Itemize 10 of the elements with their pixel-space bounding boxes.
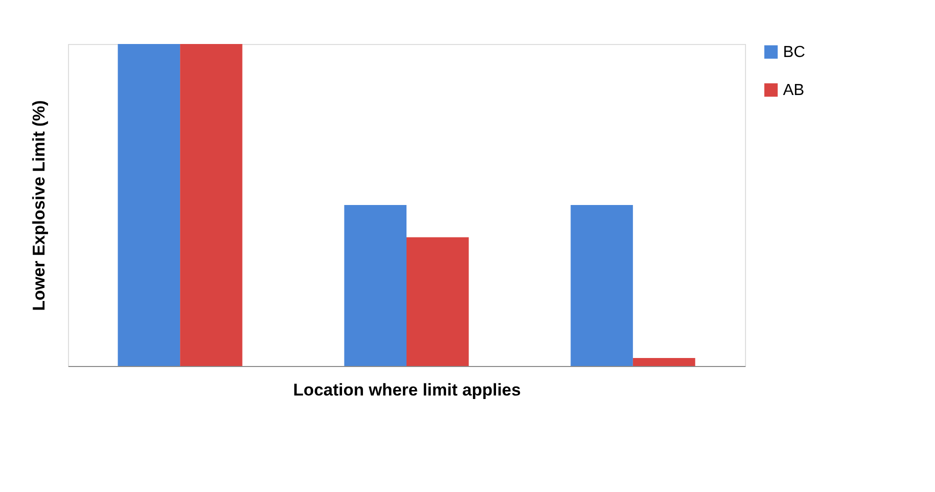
- legend-label: AB: [783, 82, 804, 99]
- bar: [344, 205, 406, 366]
- legend-label: BC: [783, 44, 806, 61]
- bar: [180, 44, 242, 366]
- bar: [632, 358, 696, 366]
- y-axis-title: Lower Explosive Limit (%): [30, 100, 48, 311]
- bar: [118, 44, 180, 366]
- bar: [406, 237, 469, 366]
- x-axis-title: Location where limit applies: [293, 380, 521, 400]
- bar: [570, 205, 633, 366]
